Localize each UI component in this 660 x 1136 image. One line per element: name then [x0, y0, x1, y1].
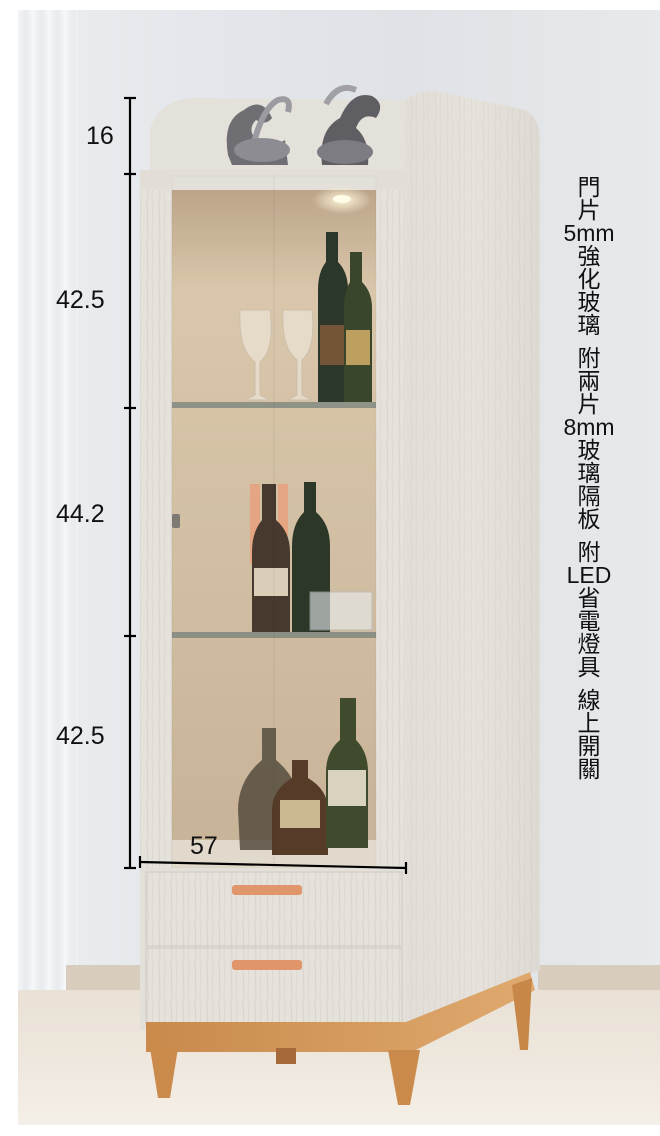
- cabinet-side-panel: [405, 91, 540, 1025]
- spec-char: 5mm: [563, 220, 615, 246]
- spec-char: 燈: [577, 631, 601, 657]
- spec-char: 璃: [577, 460, 601, 486]
- dimension-lines: [124, 96, 408, 874]
- dimension-lower-shelf: 42.5: [56, 722, 105, 750]
- spec-char: 強: [577, 243, 601, 269]
- spec-char: 片: [577, 197, 601, 223]
- spec-char: 璃: [577, 312, 601, 338]
- glass-doors: [171, 175, 377, 869]
- spec-char: 附: [577, 539, 601, 565]
- spec-char: 隔: [577, 483, 601, 509]
- wine-glasses: [239, 309, 314, 401]
- spec-char: 兩: [577, 368, 601, 394]
- dimension-width: 57: [190, 832, 218, 860]
- bottles-top-shelf: [318, 232, 372, 402]
- bottles-bottom-shelf: [238, 698, 368, 855]
- curtain: [18, 10, 78, 990]
- drawer-handle-bottom: [232, 960, 302, 970]
- spec-vertical-text: 門 片 5mm 強 化 玻 璃 附 兩 片 8mm 玻 璃 隔 板 附 LED …: [551, 176, 627, 781]
- drawer-unit: [140, 868, 406, 1030]
- swan-ornaments: [226, 84, 381, 165]
- spec-char: 玻: [577, 437, 601, 463]
- drawer-handle-top: [232, 885, 302, 895]
- spec-char: LED: [566, 562, 612, 588]
- dimension-upper-shelf: 42.5: [56, 286, 105, 314]
- spec-char: 電: [577, 608, 601, 634]
- spec-char: 化: [577, 266, 601, 292]
- spec-char: 具: [577, 654, 601, 680]
- spec-char: 門: [577, 174, 601, 200]
- spec-char: 8mm: [563, 414, 615, 440]
- spec-char: 省: [577, 585, 601, 611]
- spec-char: 板: [577, 506, 601, 532]
- spec-char: 片: [577, 391, 601, 417]
- spec-char: 關: [577, 756, 601, 782]
- dimension-crown-height: 16: [86, 122, 114, 150]
- spec-char: 開: [577, 733, 601, 759]
- baseboard-left: [66, 965, 146, 990]
- dimension-middle-shelf: 44.2: [56, 500, 105, 528]
- wooden-base: [146, 972, 535, 1105]
- spec-char: 上: [577, 710, 601, 736]
- spec-char: 附: [577, 345, 601, 371]
- baseboard-right: [538, 965, 660, 990]
- spec-char: 玻: [577, 289, 601, 315]
- spec-char: 線: [577, 687, 601, 713]
- bottles-middle-shelf: [250, 482, 373, 632]
